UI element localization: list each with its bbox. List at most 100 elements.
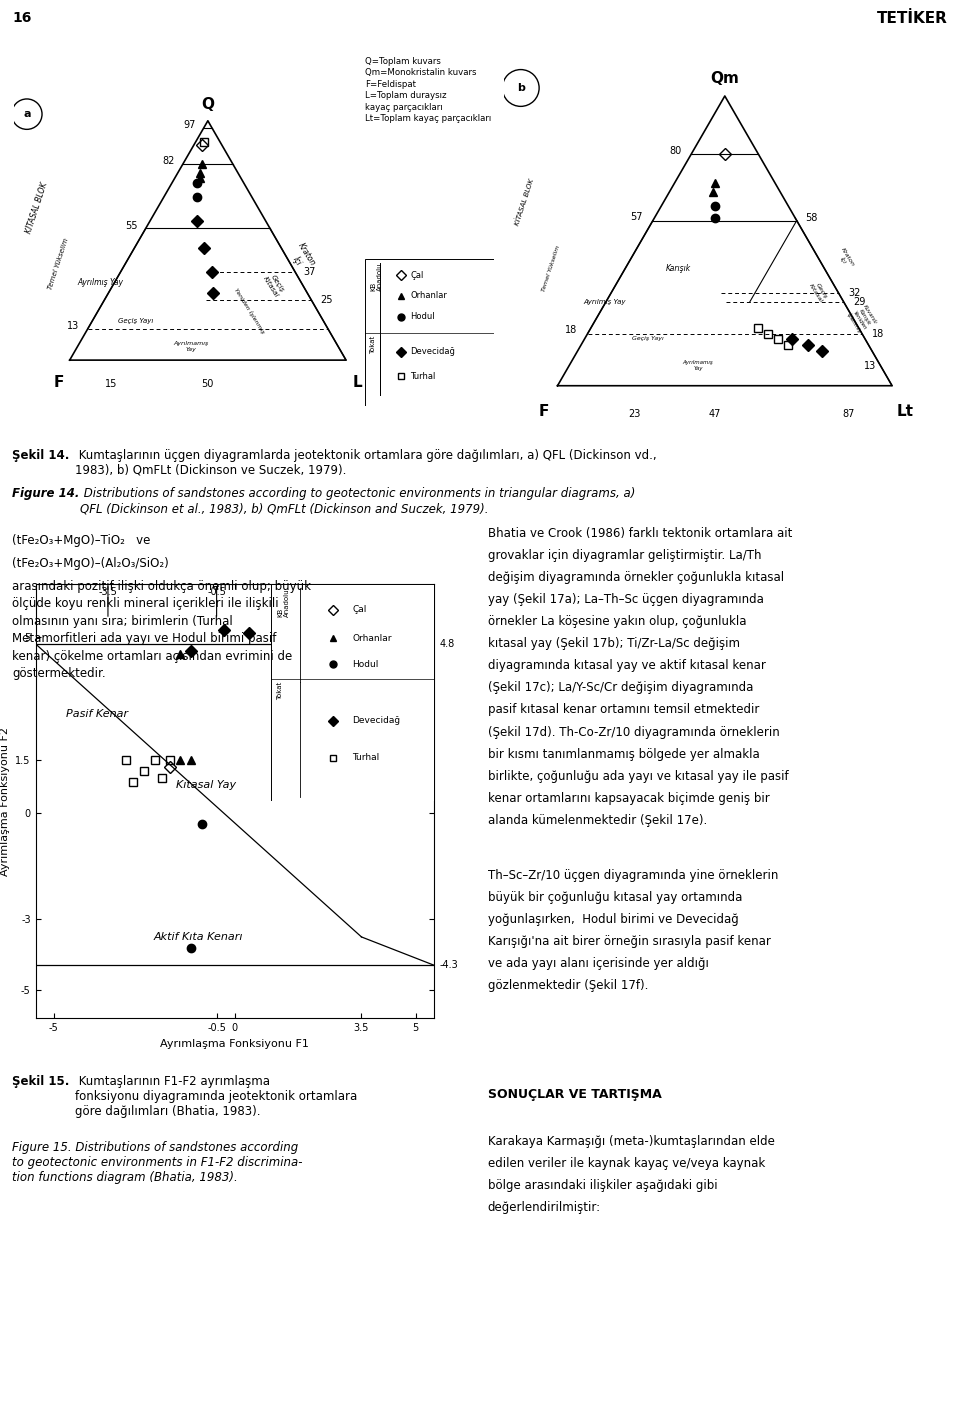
Text: Geçiş
Kıtasal: Geçiş Kıtasal [262, 272, 286, 299]
Text: 13: 13 [67, 322, 80, 332]
Text: 80: 80 [669, 145, 682, 155]
Text: kenar ortamlarını kapsayacak biçimde geniş bir: kenar ortamlarını kapsayacak biçimde gen… [488, 792, 769, 805]
Text: Q: Q [202, 97, 214, 112]
Text: Temel Yükselim: Temel Yükselim [47, 236, 70, 290]
Text: yoğunlaşırken,  Hodul birimi ve Devecidağ: yoğunlaşırken, Hodul birimi ve Devecidağ [488, 913, 738, 926]
Text: gözlenmektedir (Şekil 17f).: gözlenmektedir (Şekil 17f). [488, 980, 648, 993]
Text: Tokat: Tokat [370, 336, 376, 355]
Text: 16: 16 [12, 11, 32, 26]
Text: F: F [54, 376, 63, 390]
Text: 15: 15 [105, 379, 117, 390]
Text: Devecidağ: Devecidağ [410, 347, 455, 356]
Text: 55: 55 [125, 221, 137, 231]
Text: Ayrılmış Yay: Ayrılmış Yay [583, 299, 626, 305]
Text: Geçiş Yayı: Geçiş Yayı [118, 319, 154, 325]
Text: Çal: Çal [410, 271, 423, 279]
Y-axis label: Ayrımlaşma Fonksiyonu F2: Ayrımlaşma Fonksiyonu F2 [0, 726, 10, 876]
Text: örnekler La köşesine yakın olup, çoğunlukla: örnekler La köşesine yakın olup, çoğunlu… [488, 615, 746, 628]
Text: a: a [23, 110, 31, 120]
Text: alanda kümelenmektedir (Şekil 17e).: alanda kümelenmektedir (Şekil 17e). [488, 813, 707, 827]
Text: Ayrılmamış
Yay: Ayrılmamış Yay [174, 340, 209, 352]
Text: yay (Şekil 17a); La–Th–Sc üçgen diyagramında: yay (Şekil 17a); La–Th–Sc üçgen diyagram… [488, 592, 763, 607]
Text: bir kısmı tanımlanmamış bölgede yer almakla: bir kısmı tanımlanmamış bölgede yer alma… [488, 748, 759, 760]
Text: Geçiş Yayı: Geçiş Yayı [632, 336, 663, 342]
Text: Karakaya Karmaşığı (meta-)kumtaşlarından elde: Karakaya Karmaşığı (meta-)kumtaşlarından… [488, 1135, 775, 1148]
FancyBboxPatch shape [365, 259, 494, 406]
Text: Q=Toplam kuvars
Qm=Monokristalin kuvars
F=Feldispat
L=Toplam duraysız
kayaç parç: Q=Toplam kuvars Qm=Monokristalin kuvars … [365, 57, 492, 124]
Text: diyagramında kıtasal yay ve aktif kıtasal kenar: diyagramında kıtasal yay ve aktif kıtasa… [488, 659, 765, 672]
Text: 82: 82 [162, 157, 175, 167]
Text: 18: 18 [565, 325, 578, 335]
Text: Kraton
İçi: Kraton İçi [286, 242, 317, 273]
Text: 37: 37 [303, 266, 316, 276]
Text: kıtasal yay (Şekil 17b); Ti/Zr-La/Sc değişim: kıtasal yay (Şekil 17b); Ti/Zr-La/Sc değ… [488, 637, 740, 651]
Text: Temel Yükselim: Temel Yükselim [541, 245, 561, 292]
Text: KİTASAL BLOK: KİTASAL BLOK [514, 178, 535, 226]
Text: 23: 23 [628, 409, 640, 419]
Text: -0.5: -0.5 [207, 587, 226, 598]
Text: (tFe₂O₃+MgO)–(Al₂O₃/SiO₂): (tFe₂O₃+MgO)–(Al₂O₃/SiO₂) [12, 557, 169, 570]
Text: Ada Yayı: Ada Yayı [291, 790, 338, 800]
Text: Orhanlar: Orhanlar [410, 292, 447, 300]
Text: Şekil 15.: Şekil 15. [12, 1075, 70, 1088]
Text: edilen veriler ile kaynak kayaç ve/veya kaynak: edilen veriler ile kaynak kayaç ve/veya … [488, 1156, 765, 1171]
Text: 58: 58 [805, 212, 818, 222]
Text: Karışık: Karışık [665, 263, 690, 273]
Text: Kuvarslı
Karışık
Yeniden
İşlenmiş: Kuvarslı Karışık Yeniden İşlenmiş [846, 303, 877, 335]
Text: b: b [516, 83, 525, 93]
Text: Ayrılmamış
Yay: Ayrılmamış Yay [683, 360, 713, 372]
Text: 57: 57 [631, 212, 643, 222]
Text: Hodul: Hodul [410, 312, 435, 322]
Text: (tFe₂O₃+MgO)–TiO₂   ve: (tFe₂O₃+MgO)–TiO₂ ve [12, 534, 151, 547]
Text: Kumtaşlarının üçgen diyagramlarda jeotektonik ortamlara göre dağılımları, a) QFL: Kumtaşlarının üçgen diyagramlarda jeotek… [75, 449, 657, 477]
Text: bölge arasındaki ilişkiler aşağıdaki gibi: bölge arasındaki ilişkiler aşağıdaki gib… [488, 1179, 717, 1192]
Text: Kumtaşlarının F1-F2 ayrımlaşma
fonksiyonu diyagramında jeotektonik ortamlara
gör: Kumtaşlarının F1-F2 ayrımlaşma fonksiyon… [75, 1075, 357, 1118]
Text: 50: 50 [202, 379, 214, 390]
Text: 47: 47 [708, 409, 721, 419]
Text: KB
Anadolu: KB Anadolu [370, 263, 383, 292]
Text: Geçiş
Kıtasal: Geçiş Kıtasal [808, 281, 828, 303]
Text: Turhal: Turhal [410, 372, 436, 380]
Text: 25: 25 [320, 295, 332, 305]
Text: Ayrılmış Yay: Ayrılmış Yay [77, 278, 123, 288]
Text: büyük bir çoğunluğu kıtasal yay ortamında: büyük bir çoğunluğu kıtasal yay ortamınd… [488, 891, 742, 904]
Text: (Şekil 17d). Th-Co-Zr/10 diyagramında örneklerin: (Şekil 17d). Th-Co-Zr/10 diyagramında ör… [488, 725, 780, 739]
Text: Distributions of sandstones according to geotectonic environments in triangular : Distributions of sandstones according to… [80, 487, 636, 515]
Text: pasif kıtasal kenar ortamını temsil etmektedir: pasif kıtasal kenar ortamını temsil etme… [488, 703, 759, 716]
Text: (Şekil 17c); La/Y-Sc/Cr değişim diyagramında: (Şekil 17c); La/Y-Sc/Cr değişim diyagram… [488, 681, 753, 695]
Text: değerlendirilmiştir:: değerlendirilmiştir: [488, 1202, 601, 1215]
Text: -3.5: -3.5 [99, 587, 117, 598]
Text: Lt: Lt [897, 404, 914, 419]
Text: Karışığı'na ait birer örneğin sırasıyla pasif kenar: Karışığı'na ait birer örneğin sırasıyla … [488, 936, 771, 948]
Text: 97: 97 [183, 120, 196, 130]
Text: 4.8: 4.8 [440, 639, 455, 649]
Text: TETİKER: TETİKER [876, 11, 948, 27]
Text: grovaklar için diyagramlar geliştirmiştir. La/Th: grovaklar için diyagramlar geliştirmişti… [488, 548, 761, 562]
Text: F: F [539, 404, 549, 419]
Text: Figure 14.: Figure 14. [12, 487, 80, 500]
Text: 13: 13 [864, 362, 876, 372]
Text: -4.3: -4.3 [440, 960, 458, 970]
Text: Figure 15. Distributions of sandstones according
to geotectonic environments in : Figure 15. Distributions of sandstones a… [12, 1141, 303, 1183]
Text: 32: 32 [849, 288, 861, 298]
Text: 18: 18 [872, 329, 884, 339]
Text: arasındaki pozitif ilişki oldukça önemli olup; büyük
ölçüde koyu renkli mineral : arasındaki pozitif ilişki oldukça önemli… [12, 580, 311, 681]
Text: Bhatia ve Crook (1986) farklı tektonik ortamlara ait: Bhatia ve Crook (1986) farklı tektonik o… [488, 527, 792, 540]
Text: Şekil 14.: Şekil 14. [12, 449, 70, 461]
Text: Yeniden İşlenmiş: Yeniden İşlenmiş [233, 286, 266, 335]
Text: 29: 29 [853, 296, 866, 306]
Text: SONUÇLAR VE TARTIŞMA: SONUÇLAR VE TARTIŞMA [488, 1088, 661, 1101]
Text: Th–Sc–Zr/10 üçgen diyagramında yine örneklerin: Th–Sc–Zr/10 üçgen diyagramında yine örne… [488, 869, 778, 881]
Text: değişim diyagramında örnekler çoğunlukla kıtasal: değişim diyagramında örnekler çoğunlukla… [488, 571, 783, 584]
Text: ve ada yayı alanı içerisinde yer aldığı: ve ada yayı alanı içerisinde yer aldığı [488, 957, 708, 970]
Text: Pasif Kenar: Pasif Kenar [66, 709, 128, 719]
Text: 87: 87 [842, 409, 854, 419]
Text: Qm: Qm [710, 71, 739, 85]
X-axis label: Ayrımlaşma Fonksiyonu F1: Ayrımlaşma Fonksiyonu F1 [160, 1038, 309, 1048]
Text: KİTASAL BLOK: KİTASAL BLOK [24, 181, 49, 235]
Text: Kraton
İçi: Kraton İçi [834, 246, 855, 271]
Text: L: L [352, 376, 362, 390]
Text: Aktif Kıta Kenarı: Aktif Kıta Kenarı [154, 931, 243, 941]
Text: birlikte, çoğunluğu ada yayı ve kıtasal yay ile pasif: birlikte, çoğunluğu ada yayı ve kıtasal … [488, 769, 788, 783]
Text: Kıtasal Yay: Kıtasal Yay [176, 780, 236, 790]
